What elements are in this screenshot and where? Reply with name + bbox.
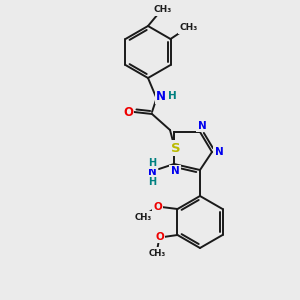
Text: N: N — [148, 167, 156, 177]
Text: N: N — [171, 166, 179, 176]
Text: O: O — [153, 202, 162, 212]
Text: CH₃: CH₃ — [135, 212, 152, 221]
Text: N: N — [156, 89, 166, 103]
Text: N: N — [214, 147, 224, 157]
Text: O: O — [155, 232, 164, 242]
Text: N: N — [198, 121, 206, 131]
Text: S: S — [171, 142, 181, 154]
Text: H: H — [168, 91, 177, 101]
Text: O: O — [123, 106, 133, 118]
Text: CH₃: CH₃ — [179, 23, 198, 32]
Text: CH₃: CH₃ — [154, 5, 172, 14]
Text: H: H — [148, 158, 156, 168]
Text: H: H — [148, 177, 156, 187]
Text: CH₃: CH₃ — [149, 248, 166, 257]
